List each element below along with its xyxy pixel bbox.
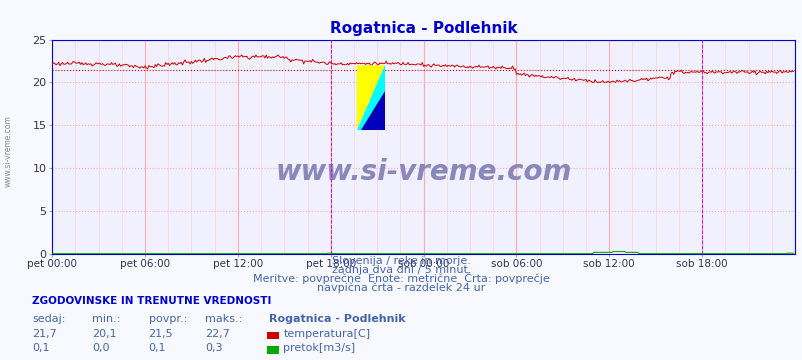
Text: navpična črta - razdelek 24 ur: navpična črta - razdelek 24 ur: [317, 282, 485, 293]
Text: temperatura[C]: temperatura[C]: [283, 329, 370, 339]
Text: Slovenija / reke in morje.: Slovenija / reke in morje.: [332, 256, 470, 266]
Text: min.:: min.:: [92, 314, 120, 324]
Text: 0,3: 0,3: [205, 343, 222, 353]
Text: Meritve: povprečne  Enote: metrične  Črta: povprečje: Meritve: povprečne Enote: metrične Črta:…: [253, 271, 549, 284]
Text: 20,1: 20,1: [92, 329, 117, 339]
Polygon shape: [356, 65, 384, 130]
Polygon shape: [356, 65, 384, 130]
Text: www.si-vreme.com: www.si-vreme.com: [275, 158, 571, 186]
Text: zadnja dva dni / 5 minut.: zadnja dva dni / 5 minut.: [331, 265, 471, 275]
Text: www.si-vreme.com: www.si-vreme.com: [3, 115, 13, 187]
Text: 0,1: 0,1: [148, 343, 166, 353]
Text: pretok[m3/s]: pretok[m3/s]: [283, 343, 355, 353]
Text: 21,7: 21,7: [32, 329, 57, 339]
Text: 0,1: 0,1: [32, 343, 50, 353]
Text: 0,0: 0,0: [92, 343, 110, 353]
Text: ZGODOVINSKE IN TRENUTNE VREDNOSTI: ZGODOVINSKE IN TRENUTNE VREDNOSTI: [32, 296, 271, 306]
Polygon shape: [361, 91, 384, 130]
Text: maks.:: maks.:: [205, 314, 241, 324]
Text: 21,5: 21,5: [148, 329, 173, 339]
Text: Rogatnica - Podlehnik: Rogatnica - Podlehnik: [269, 314, 405, 324]
Text: 22,7: 22,7: [205, 329, 229, 339]
Text: sedaj:: sedaj:: [32, 314, 66, 324]
Text: povpr.:: povpr.:: [148, 314, 187, 324]
Title: Rogatnica - Podlehnik: Rogatnica - Podlehnik: [330, 21, 516, 36]
